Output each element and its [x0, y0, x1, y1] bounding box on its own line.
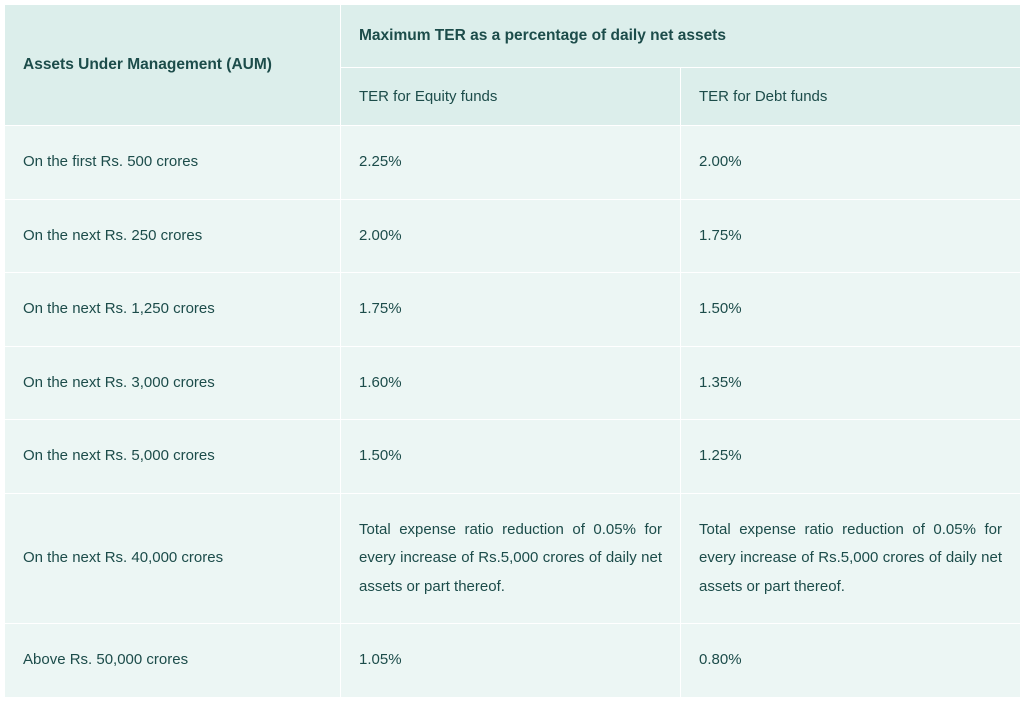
cell-debt: 0.80% — [681, 624, 1021, 698]
table-row: On the next Rs. 40,000 crores Total expe… — [5, 493, 1021, 624]
cell-equity: 1.75% — [341, 273, 681, 347]
cell-equity: 2.00% — [341, 199, 681, 273]
table-row: On the next Rs. 3,000 crores 1.60% 1.35% — [5, 346, 1021, 420]
cell-equity: 1.50% — [341, 420, 681, 494]
col-header-max-ter: Maximum TER as a percentage of daily net… — [341, 5, 1021, 68]
cell-aum: On the next Rs. 3,000 crores — [5, 346, 341, 420]
col-header-debt: TER for Debt funds — [681, 68, 1021, 126]
table-row: On the next Rs. 250 crores 2.00% 1.75% — [5, 199, 1021, 273]
table-row: On the first Rs. 500 crores 2.25% 2.00% — [5, 126, 1021, 200]
cell-debt: 1.35% — [681, 346, 1021, 420]
table-row: On the next Rs. 1,250 crores 1.75% 1.50% — [5, 273, 1021, 347]
cell-aum: On the next Rs. 250 crores — [5, 199, 341, 273]
cell-aum: On the next Rs. 1,250 crores — [5, 273, 341, 347]
cell-debt: 1.25% — [681, 420, 1021, 494]
cell-aum: On the next Rs. 5,000 crores — [5, 420, 341, 494]
cell-equity: Total expense ratio reduction of 0.05% f… — [341, 493, 681, 624]
cell-debt: Total expense ratio reduction of 0.05% f… — [681, 493, 1021, 624]
cell-equity: 1.05% — [341, 624, 681, 698]
ter-table: Assets Under Management (AUM) Maximum TE… — [4, 4, 1021, 698]
cell-debt: 2.00% — [681, 126, 1021, 200]
cell-equity: 2.25% — [341, 126, 681, 200]
cell-aum: Above Rs. 50,000 crores — [5, 624, 341, 698]
table-row: Above Rs. 50,000 crores 1.05% 0.80% — [5, 624, 1021, 698]
col-header-aum: Assets Under Management (AUM) — [5, 5, 341, 126]
cell-debt: 1.50% — [681, 273, 1021, 347]
cell-debt: 1.75% — [681, 199, 1021, 273]
col-header-equity: TER for Equity funds — [341, 68, 681, 126]
cell-equity: 1.60% — [341, 346, 681, 420]
cell-aum: On the first Rs. 500 crores — [5, 126, 341, 200]
table-row: On the next Rs. 5,000 crores 1.50% 1.25% — [5, 420, 1021, 494]
cell-aum: On the next Rs. 40,000 crores — [5, 493, 341, 624]
